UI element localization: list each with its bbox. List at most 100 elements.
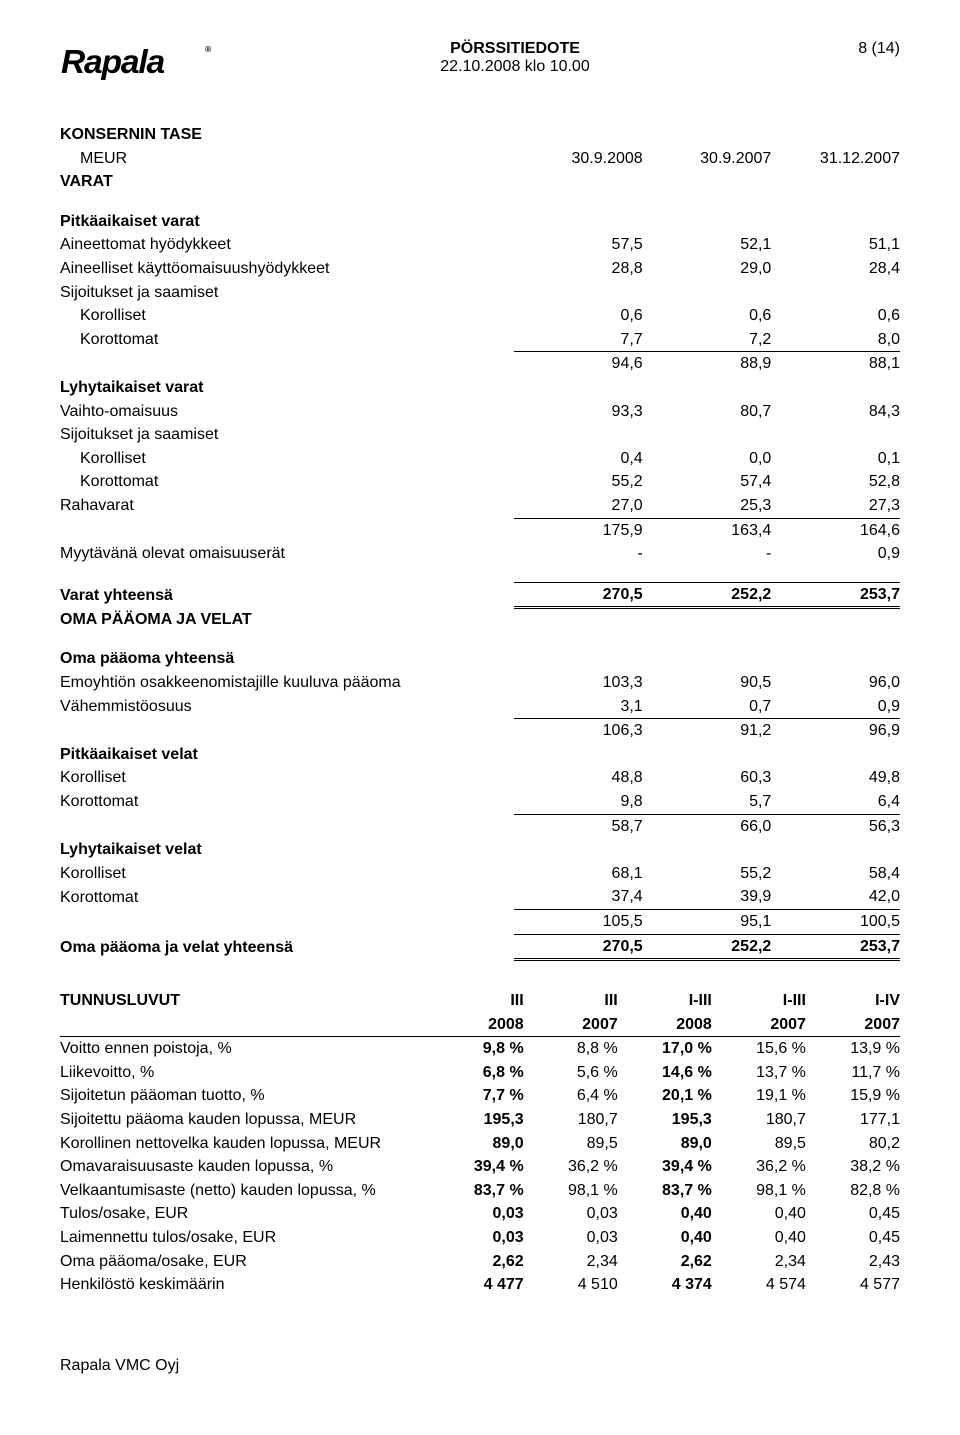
row-label: Vähemmistöosuus [60,695,514,719]
cell [514,743,643,767]
row-label [60,518,514,542]
col-year: 2008 [430,1013,524,1037]
table-row: Varat yhteensä270,5252,2253,7 [60,582,900,608]
cell: 9,8 % [430,1037,524,1061]
header-datetime: 22.10.2008 klo 10.00 [230,58,800,76]
cell: 38,2 % [806,1155,900,1179]
table-row: Liikevoitto, %6,8 %5,6 %14,6 %13,7 %11,7… [60,1061,900,1085]
table-row: Lyhytaikaiset velat [60,838,900,862]
row-label [60,352,514,376]
cell: 94,6 [514,352,643,376]
cell: 27,3 [771,494,900,518]
table-row: Pitkäaikaiset varat [60,210,900,234]
cell: 0,7 [643,695,772,719]
row-label: Rahavarat [60,494,514,518]
header-title: PÖRSSITIEDOTE [230,40,800,58]
cell: 91,2 [643,719,772,743]
cell: 20,1 % [618,1084,712,1108]
header-row: Rapala ® PÖRSSITIEDOTE 22.10.2008 klo 10… [60,40,900,93]
row-label: Sijoitetun pääoman tuotto, % [60,1084,430,1108]
cell: 52,8 [771,470,900,494]
cell: 0,6 [643,304,772,328]
cell: 253,7 [771,934,900,960]
cell [514,608,643,632]
table-row: Aineelliset käyttöomaisuushyödykkeet28,8… [60,257,900,281]
table-row: Korolliset48,860,349,8 [60,766,900,790]
cell: 8,0 [771,328,900,352]
cell [771,608,900,632]
cell: 89,5 [712,1132,806,1156]
cell: 4 577 [806,1273,900,1297]
row-label: Pitkäaikaiset velat [60,743,514,767]
tunnusluvut-title: TUNNUSLUVUT [60,989,430,1013]
cell: 98,1 % [524,1179,618,1203]
col-header: I-III [618,989,712,1013]
row-label: Oma pääoma/osake, EUR [60,1250,430,1274]
cell: 83,7 % [430,1179,524,1203]
table-row: Velkaantumisaste (netto) kauden lopussa,… [60,1179,900,1203]
cell: 25,3 [643,494,772,518]
row-label: Korolliset [60,447,514,471]
cell: 90,5 [643,671,772,695]
table-row: Sijoitukset ja saamiset [60,423,900,447]
cell: 195,3 [430,1108,524,1132]
cell: 0,03 [430,1202,524,1226]
cell: 0,03 [524,1202,618,1226]
cell: 0,0 [643,447,772,471]
cell: 0,45 [806,1226,900,1250]
cell [771,376,900,400]
row-label: Sijoitukset ja saamiset [60,423,514,447]
cell: 37,4 [514,885,643,909]
cell: 0,4 [514,447,643,471]
cell: 4 374 [618,1273,712,1297]
cell: 27,0 [514,494,643,518]
table-row: Henkilöstö keskimäärin4 4774 5104 3744 5… [60,1273,900,1297]
cell: 28,4 [771,257,900,281]
tunnusluvut-years: 20082007200820072007 [60,1013,900,1037]
table-row: Vähemmistöosuus3,10,70,9 [60,695,900,719]
row-label: Omavaraisuusaste kauden lopussa, % [60,1155,430,1179]
cell: 175,9 [514,518,643,542]
table-row: Sijoitetun pääoman tuotto, %7,7 %6,4 %20… [60,1084,900,1108]
cell: 84,3 [771,400,900,424]
cell: 55,2 [514,470,643,494]
balance-col-header: 30.9.2007 [643,147,772,171]
balance-col-header: 31.12.2007 [771,147,900,171]
table-row: 94,688,988,1 [60,352,900,376]
cell: 252,2 [643,582,772,608]
row-label: Laimennettu tulos/osake, EUR [60,1226,430,1250]
table-row: Pitkäaikaiset velat [60,743,900,767]
table-row: Aineettomat hyödykkeet57,552,151,1 [60,233,900,257]
row-label: Liikevoitto, % [60,1061,430,1085]
cell: - [514,542,643,566]
cell: 5,7 [643,790,772,814]
cell: 0,40 [712,1226,806,1250]
table-row: Korolliset68,155,258,4 [60,862,900,886]
cell [771,210,900,234]
cell: 42,0 [771,885,900,909]
cell: 0,03 [524,1226,618,1250]
cell: 98,1 % [712,1179,806,1203]
row-label [60,909,514,934]
row-label: Vaihto-omaisuus [60,400,514,424]
cell: 0,40 [618,1226,712,1250]
table-row: Korottomat7,77,28,0 [60,328,900,352]
row-label: Oma pääoma ja velat yhteensä [60,934,514,960]
cell: 2,34 [712,1250,806,1274]
row-label: Lyhytaikaiset velat [60,838,514,862]
cell: 0,9 [771,542,900,566]
table-row: Korottomat9,85,76,4 [60,790,900,814]
cell [514,376,643,400]
cell: 11,7 % [806,1061,900,1085]
cell [643,838,772,862]
cell: 39,4 % [430,1155,524,1179]
row-label: Korolliset [60,304,514,328]
cell: 51,1 [771,233,900,257]
table-row: Lyhytaikaiset varat [60,376,900,400]
cell: 66,0 [643,814,772,838]
table-row: Oma pääoma yhteensä [60,647,900,671]
table-row: Sijoitettu pääoma kauden lopussa, MEUR19… [60,1108,900,1132]
cell: 7,7 [514,328,643,352]
cell: 270,5 [514,934,643,960]
cell: 56,3 [771,814,900,838]
